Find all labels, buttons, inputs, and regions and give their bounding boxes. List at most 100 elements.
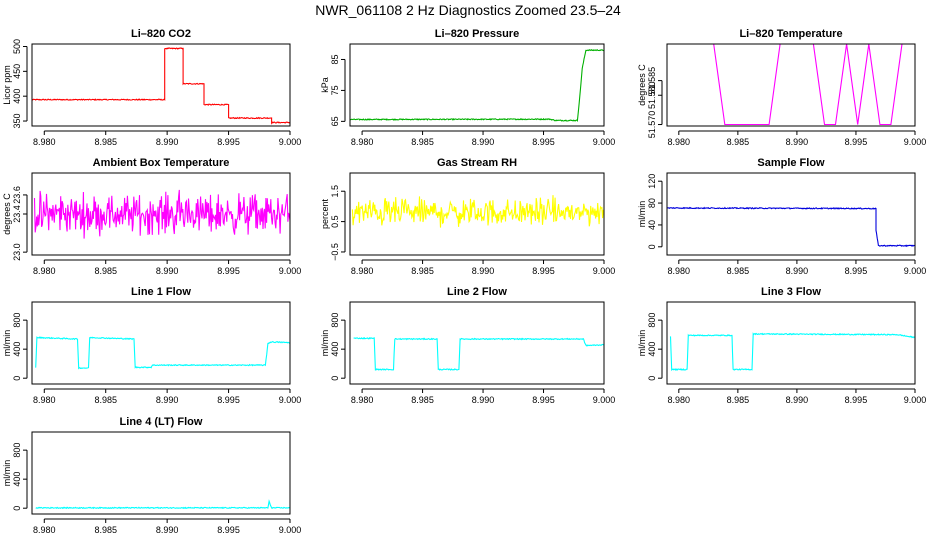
x-tick-label: 8.990	[156, 137, 179, 147]
x-tick-label: 8.980	[351, 137, 374, 147]
x-tick-label: 8.995	[217, 266, 240, 276]
x-tick-label: 8.990	[472, 266, 495, 276]
x-tick-label: 8.980	[668, 137, 691, 147]
x-tick-label: 8.990	[472, 395, 495, 405]
chart-title: Line 3 Flow	[761, 286, 821, 298]
x-tick-label: 8.980	[33, 137, 56, 147]
x-tick-label: 8.990	[156, 395, 179, 405]
x-tick-label: 8.995	[845, 395, 868, 405]
x-tick-label: 8.990	[786, 266, 809, 276]
y-tick-label: 0.5	[330, 215, 340, 228]
x-tick-label: 8.990	[786, 395, 809, 405]
y-axis-label: degrees C	[2, 193, 12, 235]
x-tick-label: 8.980	[33, 266, 56, 276]
plot-frame	[349, 301, 605, 385]
plot-frame	[349, 43, 605, 127]
series-line	[667, 206, 915, 248]
y-tick-label: 120	[647, 174, 657, 189]
chart-line-2-flow: Line 2 Flow 8.980 8.985 8.990 8.995 9.000 0 400…	[320, 286, 615, 405]
x-tick-label: 8.990	[472, 137, 495, 147]
y-tick-label: 800	[12, 313, 22, 328]
chart-title: Li–820 CO2	[131, 28, 191, 40]
x-tick-label: 8.990	[786, 137, 809, 147]
x-tick-label: 8.995	[845, 137, 868, 147]
x-tick-label: 9.000	[279, 137, 302, 147]
y-tick-label: 800	[647, 313, 657, 328]
x-tick-label: 9.000	[279, 525, 302, 535]
x-tick-label: 8.980	[668, 266, 691, 276]
x-tick-label: 8.990	[156, 525, 179, 535]
series-line	[669, 332, 915, 372]
x-tick-label: 8.980	[33, 395, 56, 405]
y-tick-label: 400	[12, 89, 22, 104]
plot-frame	[31, 431, 291, 515]
series-line	[33, 189, 290, 239]
x-tick-label: 8.980	[33, 525, 56, 535]
series-line	[35, 336, 290, 370]
x-tick-label: 8.985	[727, 137, 750, 147]
y-tick-label: 85	[330, 54, 340, 64]
y-tick-label: 75	[330, 85, 340, 95]
series-line	[353, 336, 604, 371]
y-tick-label: 0	[12, 506, 22, 511]
series-line	[669, 44, 903, 126]
series-line	[351, 195, 604, 228]
y-tick-label: −0.5	[330, 243, 340, 261]
y-tick-label: 400	[647, 342, 657, 357]
y-tick-label: 0	[647, 244, 657, 249]
y-axis-label: percent	[320, 198, 330, 229]
y-tick-label: 1.5	[330, 185, 340, 198]
x-tick-label: 8.985	[727, 395, 750, 405]
chart-title: Line 1 Flow	[131, 286, 191, 298]
y-tick-label: 0	[330, 376, 340, 381]
chart-title: Line 2 Flow	[447, 286, 507, 298]
x-tick-label: 9.000	[593, 395, 616, 405]
plot-frame	[666, 301, 916, 385]
x-tick-label: 8.980	[668, 395, 691, 405]
x-tick-label: 8.985	[411, 395, 434, 405]
y-axis-label: ml/min	[2, 460, 12, 487]
plot-frame	[31, 43, 291, 127]
y-tick-label: 350	[12, 114, 22, 129]
x-tick-label: 8.995	[532, 395, 555, 405]
y-tick-label: 800	[12, 443, 22, 458]
y-tick-label: 40	[647, 220, 657, 230]
y-axis-label: ml/min	[2, 330, 12, 357]
chart-title: Li–820 Temperature	[739, 28, 842, 40]
x-tick-label: 9.000	[904, 266, 927, 276]
x-tick-label: 8.995	[217, 395, 240, 405]
x-tick-label: 8.990	[156, 266, 179, 276]
chart-title: Li–820 Pressure	[435, 28, 519, 40]
x-tick-label: 8.995	[532, 266, 555, 276]
x-tick-label: 8.995	[532, 137, 555, 147]
y-axis-label: ml/min	[637, 330, 647, 357]
series-line	[32, 47, 290, 125]
series-line	[35, 499, 290, 510]
chart-li820-co2: Li–820 CO2 8.980 8.985 8.990 8.995 9.000 350 40…	[2, 28, 301, 147]
y-tick-label: 65	[330, 116, 340, 126]
series-line	[350, 48, 604, 123]
chart-title: Ambient Box Temperature	[93, 157, 230, 169]
chart-line-1-flow: Line 1 Flow 8.980 8.985 8.990 8.995 9.000 0 400…	[2, 286, 301, 405]
chart-li820-pressure: Li–820 Pressure 8.980 8.985 8.990 8.995 9.000…	[320, 28, 615, 147]
y-tick-label: 450	[12, 64, 22, 79]
y-tick-label: 23.4	[12, 205, 22, 223]
chart-title: Sample Flow	[757, 157, 825, 169]
chart-li820-temperature: Li–820 Temperature 8.980 8.985 8.990 8.995 9.…	[637, 28, 926, 147]
x-tick-label: 8.995	[845, 266, 868, 276]
y-tick-label: 51.570	[647, 111, 657, 139]
y-axis-label: kPa	[320, 77, 330, 93]
y-axis-label: Licor ppm	[2, 65, 12, 105]
y-tick-label: 80	[647, 198, 657, 208]
y-tick-label: 0	[647, 376, 657, 381]
y-tick-label: 23.6	[12, 186, 22, 204]
chart-title: Line 4 (LT) Flow	[120, 416, 203, 428]
chart-line-4-lt-flow: Line 4 (LT) Flow 8.980 8.985 8.990 8.995 9.00…	[2, 416, 301, 535]
y-tick-label: 0	[12, 376, 22, 381]
x-tick-label: 9.000	[593, 266, 616, 276]
y-tick-label: 400	[330, 342, 340, 357]
x-tick-label: 8.995	[217, 525, 240, 535]
y-tick-label: 800	[330, 313, 340, 328]
chart-line-3-flow: Line 3 Flow 8.980 8.985 8.990 8.995 9.000 0 400…	[637, 286, 926, 405]
y-tick-label: 51.580	[647, 81, 657, 109]
